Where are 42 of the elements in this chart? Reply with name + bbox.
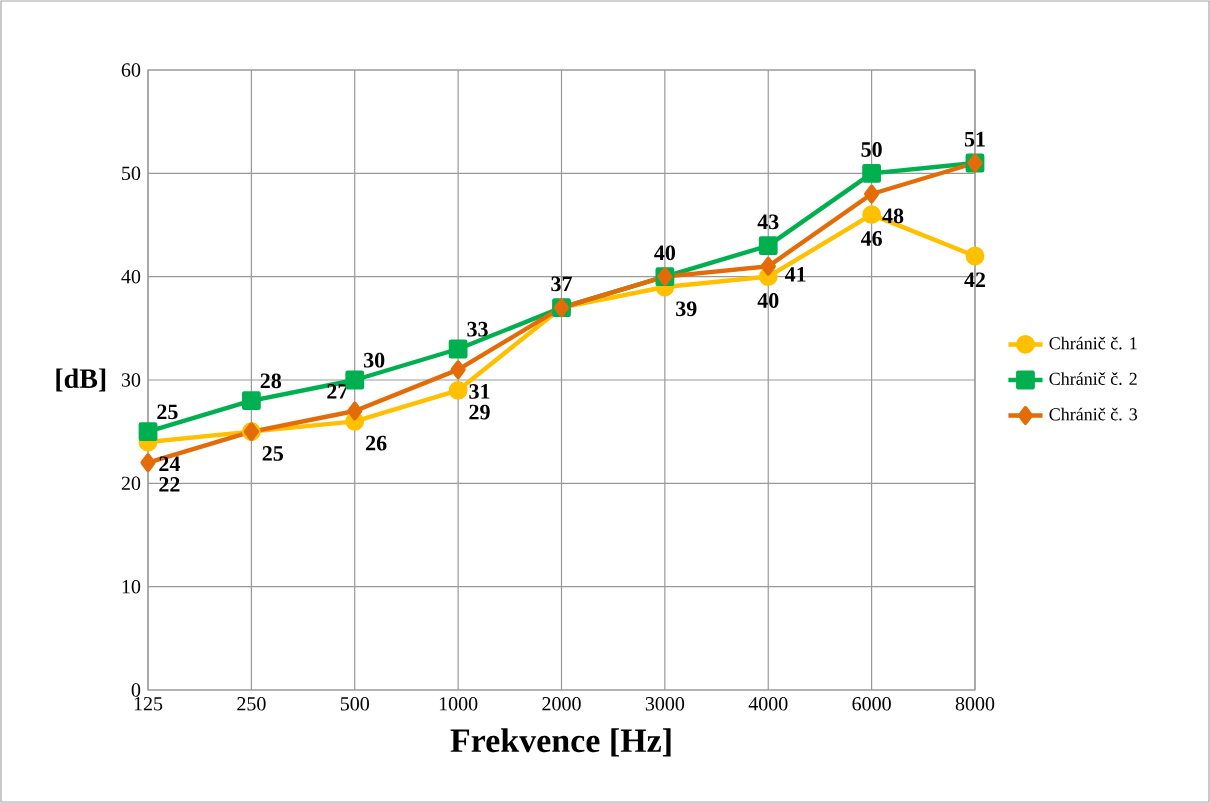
x-tick-label: 250 bbox=[237, 697, 266, 711]
data-label: 25 bbox=[262, 446, 283, 461]
x-tick-label: 4000 bbox=[748, 697, 788, 711]
x-tick-label: 500 bbox=[340, 697, 369, 711]
x-tick-label: 3000 bbox=[645, 697, 685, 711]
data-label: 30 bbox=[363, 352, 385, 368]
y-axis-title: [dB] bbox=[56, 368, 106, 392]
legend-label: Chránič č. 1 bbox=[1049, 336, 1137, 350]
x-tick-label: 2000 bbox=[542, 697, 581, 711]
data-label: 48 bbox=[882, 208, 904, 224]
data-label: 31 bbox=[469, 384, 490, 399]
legend-label: Chránič č. 3 bbox=[1049, 407, 1138, 421]
data-label: 51 bbox=[964, 131, 985, 147]
data-label: 22 bbox=[159, 477, 180, 492]
data-label: 46 bbox=[860, 231, 882, 246]
x-tick-label: 125 bbox=[134, 697, 163, 711]
data-label: 41 bbox=[784, 267, 806, 282]
y-tick-label: 40 bbox=[121, 269, 141, 284]
y-tick-label: 60 bbox=[121, 63, 141, 77]
y-tick-label: 10 bbox=[122, 579, 141, 594]
data-label: 43 bbox=[757, 214, 779, 230]
x-axis-title: Frekvence [Hz] bbox=[450, 728, 671, 757]
data-label: 29 bbox=[469, 404, 490, 420]
data-label: 50 bbox=[861, 142, 882, 157]
x-tick-label: 1000 bbox=[439, 697, 478, 711]
y-tick-label: 0 bbox=[131, 683, 141, 697]
data-label: 28 bbox=[260, 373, 282, 389]
data-label: 37 bbox=[551, 276, 572, 292]
data-label: 42 bbox=[964, 272, 986, 287]
y-tick-label: 20 bbox=[121, 476, 141, 491]
data-label: 40 bbox=[654, 245, 676, 261]
x-tick-label: 8000 bbox=[955, 697, 995, 711]
y-tick-label: 30 bbox=[121, 373, 141, 387]
y-tick-label: 50 bbox=[122, 166, 141, 181]
legend-label: Chránič č. 2 bbox=[1049, 372, 1137, 385]
data-label: 33 bbox=[467, 321, 488, 337]
data-label: 26 bbox=[366, 435, 387, 451]
data-label: 39 bbox=[676, 301, 697, 317]
data-label: 25 bbox=[157, 404, 178, 420]
x-tick-label: 6000 bbox=[852, 697, 891, 711]
data-label: 40 bbox=[757, 293, 779, 308]
data-label: 24 bbox=[159, 456, 180, 471]
